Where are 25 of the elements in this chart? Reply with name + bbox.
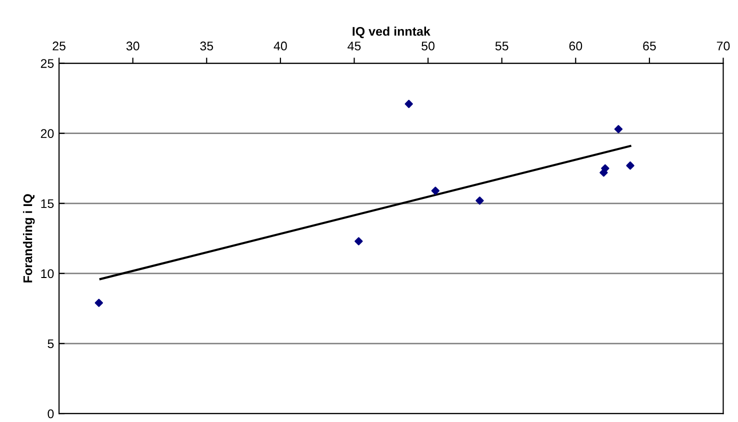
x-tick-label: 70 [716, 42, 730, 50]
x-tick-label: 55 [495, 42, 508, 50]
point [404, 100, 413, 108]
x-axis-title: IQ ved inntak [352, 26, 430, 38]
x-tick-label: 65 [643, 42, 656, 50]
point [626, 161, 634, 170]
y-tick-label: 15 [41, 199, 54, 208]
x-tick-label: 50 [422, 42, 435, 50]
point [614, 125, 623, 134]
x-tick-label: 40 [274, 42, 287, 50]
y-tick-label: 25 [40, 59, 54, 68]
x-tick-label: 35 [200, 42, 214, 50]
y-tick-label: 10 [41, 269, 54, 278]
y-tick-label: 0 [48, 409, 54, 418]
y-tick-label: 5 [48, 339, 54, 348]
x-tick-label: 60 [569, 42, 582, 50]
y-tick-label: 20 [40, 129, 54, 138]
x-tick-label: 30 [126, 42, 140, 50]
point [94, 298, 103, 307]
point [601, 164, 610, 172]
point [354, 237, 363, 246]
point [476, 196, 484, 205]
point [431, 186, 440, 195]
x-tick-label: 45 [348, 42, 361, 50]
y-axis-title: Forandring i IQ [23, 194, 35, 282]
